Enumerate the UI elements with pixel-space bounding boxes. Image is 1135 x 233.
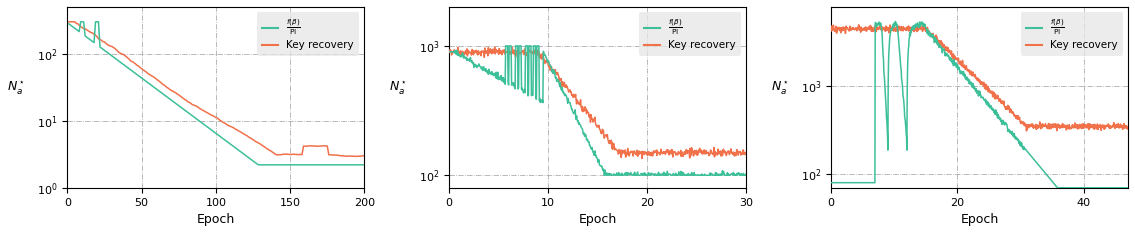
Y-axis label: $N_a^\star$: $N_a^\star$ — [389, 80, 407, 97]
Legend: $\frac{f(\beta)}{\mathrm{PI}}$, Key recovery: $\frac{f(\beta)}{\mathrm{PI}}$, Key reco… — [639, 12, 741, 55]
X-axis label: Epoch: Epoch — [579, 213, 616, 226]
Legend: $\frac{f(\beta)}{\mathrm{PI}}$, Key recovery: $\frac{f(\beta)}{\mathrm{PI}}$, Key reco… — [258, 12, 359, 55]
Legend: $\frac{f(\beta)}{\mathrm{PI}}$, Key recovery: $\frac{f(\beta)}{\mathrm{PI}}$, Key reco… — [1020, 12, 1123, 55]
X-axis label: Epoch: Epoch — [196, 213, 235, 226]
X-axis label: Epoch: Epoch — [960, 213, 999, 226]
Y-axis label: $N_a^\star$: $N_a^\star$ — [7, 80, 25, 97]
Y-axis label: $N_a^\star$: $N_a^\star$ — [771, 80, 789, 97]
